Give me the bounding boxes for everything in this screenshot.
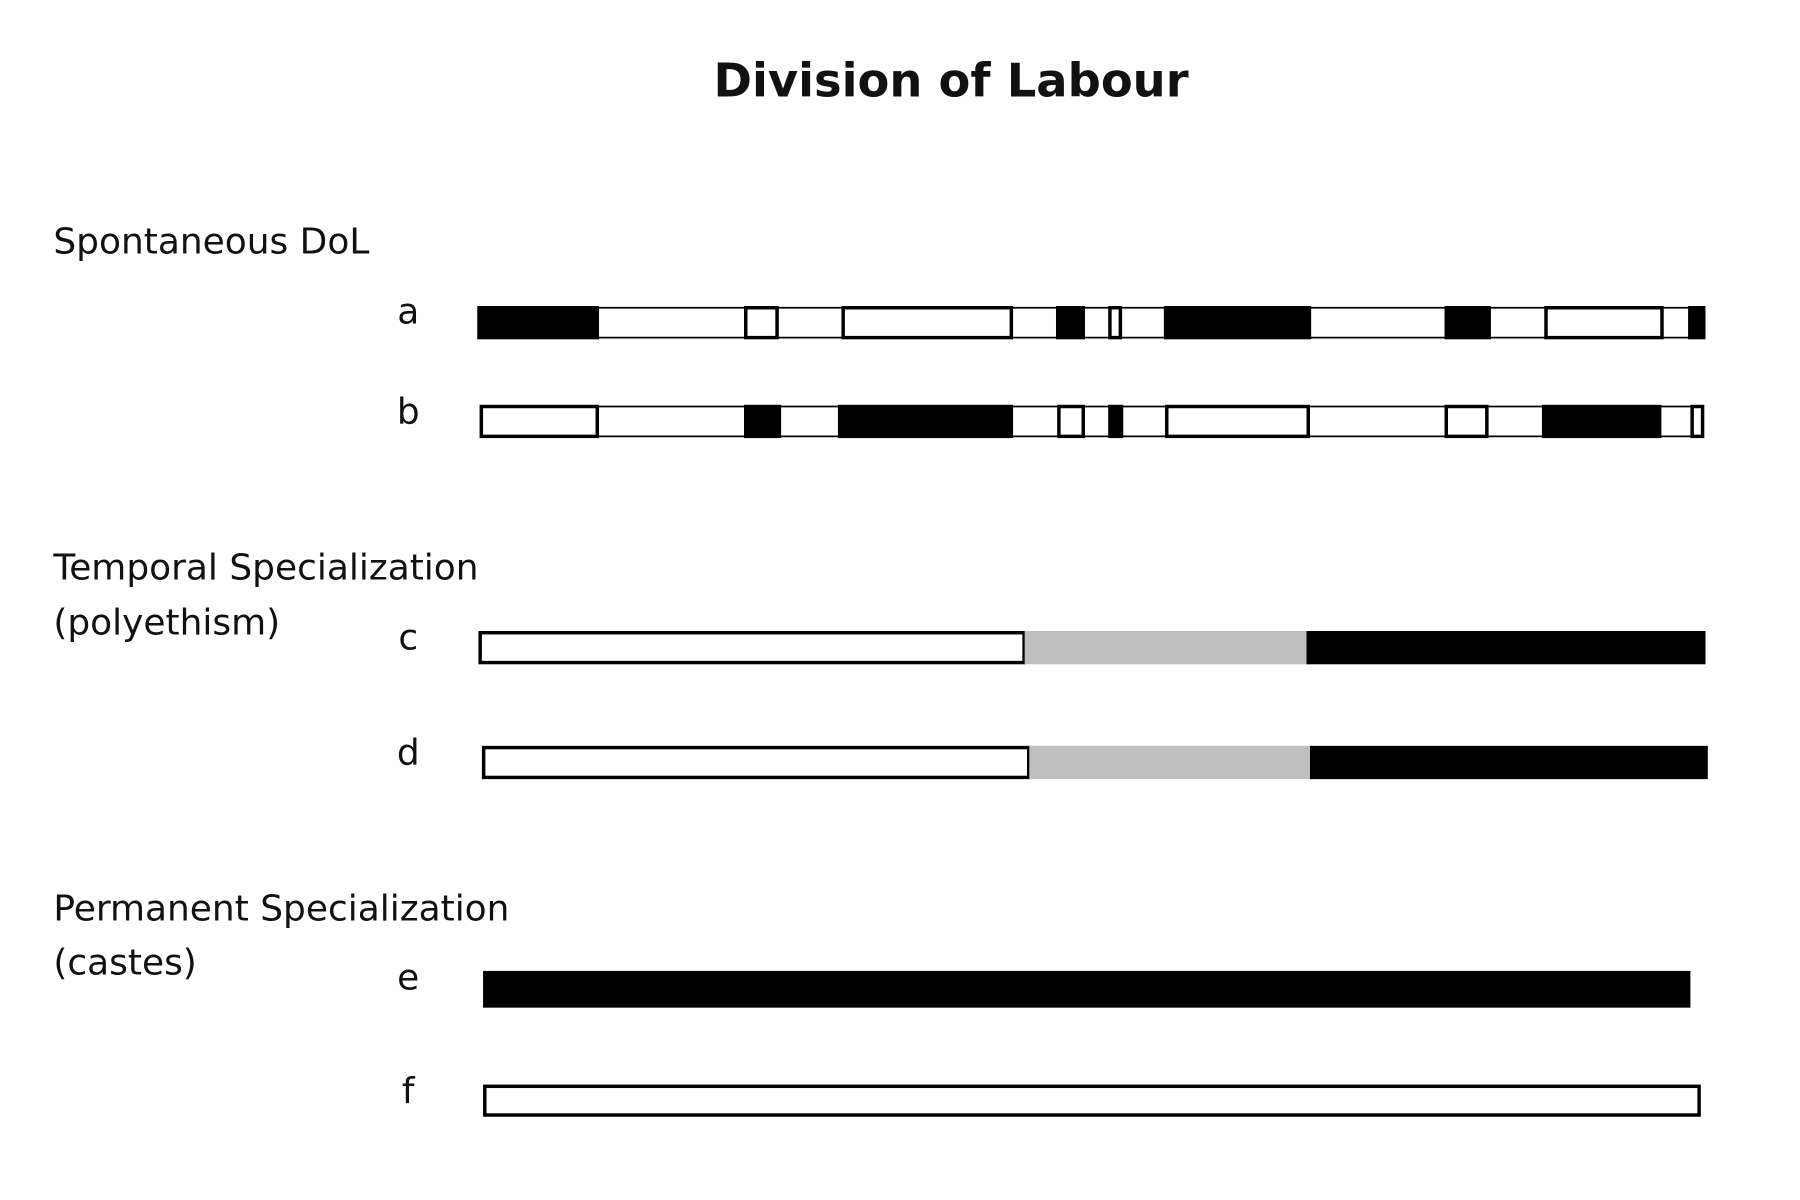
- segment: [1690, 404, 1705, 439]
- segment: [1108, 306, 1123, 340]
- track: [480, 405, 1704, 438]
- segment: [1163, 306, 1312, 340]
- segment: [1309, 745, 1708, 780]
- segment: [841, 306, 1014, 340]
- segment: [1544, 306, 1664, 340]
- segment: [483, 970, 1691, 1008]
- segment: [1306, 631, 1706, 665]
- segment: [1444, 404, 1489, 439]
- segment: [1108, 404, 1124, 439]
- section-label: Permanent Specialization: [53, 889, 509, 930]
- section-label: Spontaneous DoL: [53, 222, 369, 263]
- row-label: d: [397, 733, 420, 774]
- section-label: (castes): [53, 943, 197, 984]
- segment: [1541, 404, 1662, 439]
- segment: [1055, 306, 1085, 340]
- segment: [744, 404, 782, 439]
- segment: [479, 404, 600, 439]
- segment: [481, 745, 1031, 780]
- segment: [1444, 306, 1491, 340]
- segment: [744, 306, 779, 340]
- section-label: Temporal Specialization: [52, 548, 478, 589]
- row-label: e: [397, 958, 419, 999]
- segment: [1024, 631, 1310, 665]
- row-label: f: [402, 1071, 416, 1112]
- segment: [1688, 306, 1706, 340]
- segment: [1057, 404, 1085, 439]
- row-label: a: [397, 292, 419, 333]
- segment: [837, 404, 1014, 439]
- segment: [478, 631, 1026, 665]
- title: Division of Labour: [713, 53, 1188, 107]
- segment: [1165, 404, 1310, 439]
- row-label: c: [398, 618, 418, 659]
- segment: [1029, 745, 1314, 780]
- track: [478, 306, 1705, 339]
- segment: [483, 1084, 1701, 1117]
- row-label: b: [397, 392, 420, 433]
- section-label: (polyethism): [53, 603, 280, 644]
- segment: [477, 306, 600, 340]
